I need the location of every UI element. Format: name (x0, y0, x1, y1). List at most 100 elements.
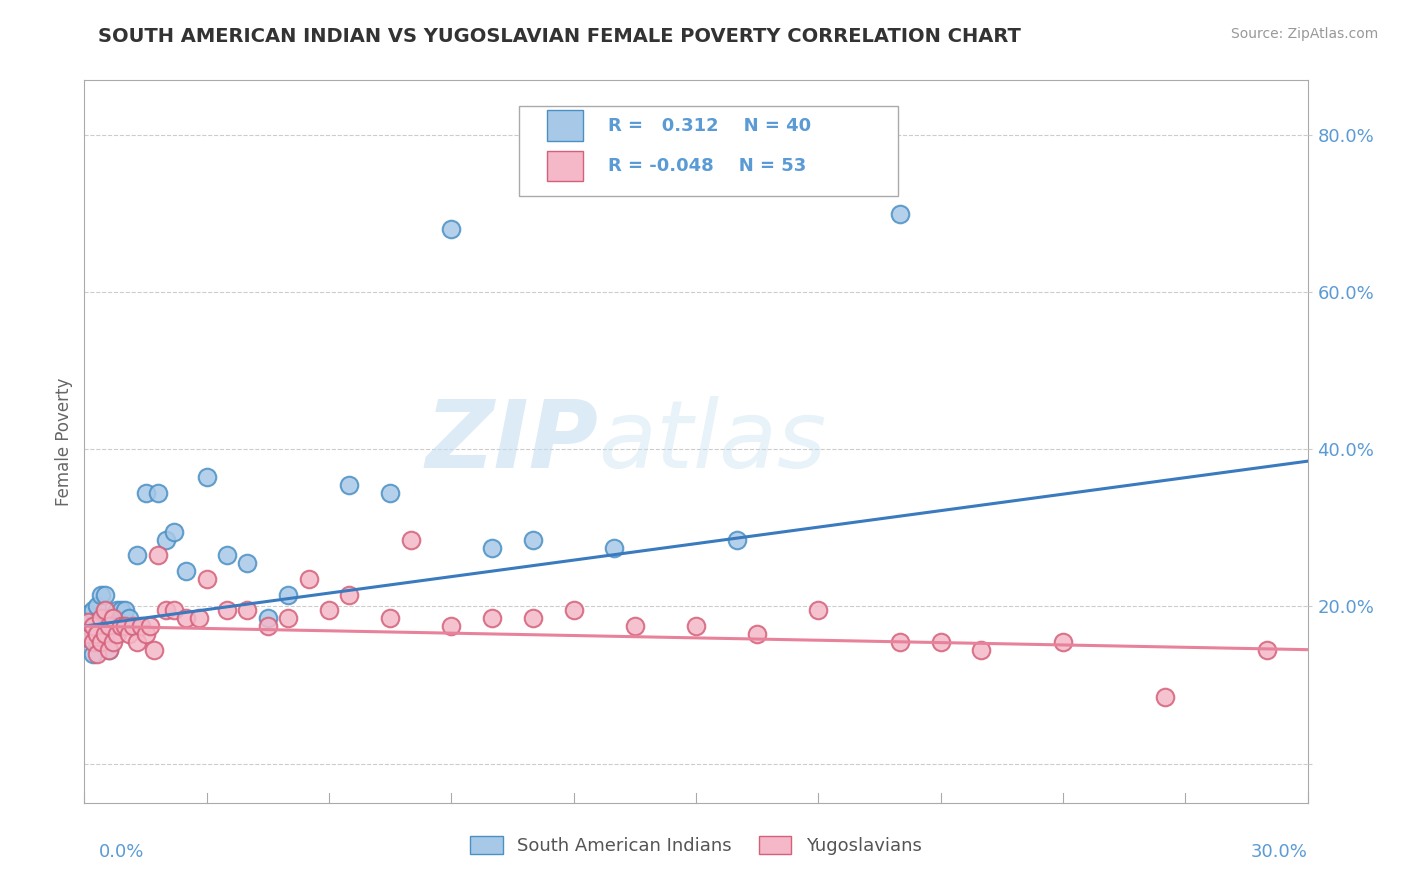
Point (174, 611, 197, 625)
Point (122, 619, 145, 633)
Text: ZIP: ZIP (425, 395, 598, 488)
Point (725, 533, 748, 547)
Point (1052, 635, 1074, 649)
Text: 30.0%: 30.0% (1251, 843, 1308, 861)
Point (187, 611, 209, 625)
Point (93, 619, 115, 633)
Point (86, 627, 108, 641)
Point (101, 619, 124, 633)
Point (90, 635, 112, 649)
Point (685, 619, 707, 633)
Point (481, 611, 503, 625)
Point (97, 619, 120, 633)
Point (93, 603, 115, 617)
Point (380, 611, 402, 625)
Point (1154, 690, 1177, 704)
Point (97, 642, 120, 657)
Point (163, 603, 186, 617)
Point (82, 619, 104, 633)
Point (82, 635, 104, 649)
Y-axis label: Female Poverty: Female Poverty (55, 377, 73, 506)
Point (155, 603, 177, 617)
Point (146, 485, 169, 500)
Point (97, 642, 120, 657)
Bar (547, 111, 583, 141)
Text: atlas: atlas (598, 396, 827, 487)
Point (118, 627, 141, 641)
Point (970, 642, 993, 657)
Point (603, 541, 626, 555)
Legend: South American Indians, Yugoslavians: South American Indians, Yugoslavians (463, 829, 929, 863)
Point (440, 222, 463, 236)
Point (318, 603, 340, 617)
Point (747, 627, 769, 641)
Point (90, 588, 112, 602)
Point (90, 627, 112, 641)
Point (195, 572, 218, 586)
Point (110, 603, 132, 617)
Point (277, 611, 299, 625)
Point (236, 556, 259, 570)
Point (77, 631, 100, 645)
Point (135, 627, 157, 641)
Point (929, 635, 952, 649)
Point (481, 541, 503, 555)
Point (522, 533, 544, 547)
Point (257, 611, 280, 625)
Point (155, 533, 177, 547)
Point (142, 642, 165, 657)
Point (93, 588, 115, 602)
Point (127, 549, 149, 563)
Point (114, 619, 136, 633)
Point (146, 549, 169, 563)
Point (174, 564, 197, 578)
Point (118, 611, 141, 625)
Point (101, 611, 124, 625)
Text: SOUTH AMERICAN INDIAN VS YUGOSLAVIAN FEMALE POVERTY CORRELATION CHART: SOUTH AMERICAN INDIAN VS YUGOSLAVIAN FEM… (98, 27, 1021, 45)
Text: 0.0%: 0.0% (98, 843, 143, 861)
Point (114, 603, 136, 617)
Point (277, 588, 299, 602)
Point (86, 599, 108, 614)
Point (131, 619, 153, 633)
Point (105, 627, 128, 641)
Point (135, 485, 157, 500)
Point (562, 603, 585, 617)
Point (77, 615, 100, 630)
Point (339, 477, 361, 491)
Point (257, 619, 280, 633)
Point (93, 635, 115, 649)
Point (110, 619, 132, 633)
Text: R =   0.312    N = 40: R = 0.312 N = 40 (607, 117, 811, 135)
FancyBboxPatch shape (519, 105, 898, 196)
Point (217, 603, 239, 617)
Point (82, 623, 104, 637)
Point (90, 611, 112, 625)
Point (1256, 642, 1278, 657)
Point (86, 647, 108, 661)
Text: Source: ZipAtlas.com: Source: ZipAtlas.com (1230, 27, 1378, 41)
Point (889, 207, 911, 221)
Point (339, 588, 361, 602)
Point (77, 619, 100, 633)
Point (889, 635, 911, 649)
Point (77, 627, 100, 641)
Point (82, 647, 104, 661)
Bar (547, 151, 583, 181)
Point (163, 524, 186, 539)
Point (624, 619, 647, 633)
Point (399, 533, 422, 547)
Point (236, 603, 259, 617)
Point (195, 470, 218, 484)
Point (105, 603, 128, 617)
Point (86, 635, 108, 649)
Point (97, 611, 120, 625)
Point (380, 485, 402, 500)
Point (93, 627, 115, 641)
Point (127, 635, 149, 649)
Point (298, 572, 321, 586)
Point (522, 611, 544, 625)
Point (77, 607, 100, 622)
Point (807, 603, 830, 617)
Point (440, 619, 463, 633)
